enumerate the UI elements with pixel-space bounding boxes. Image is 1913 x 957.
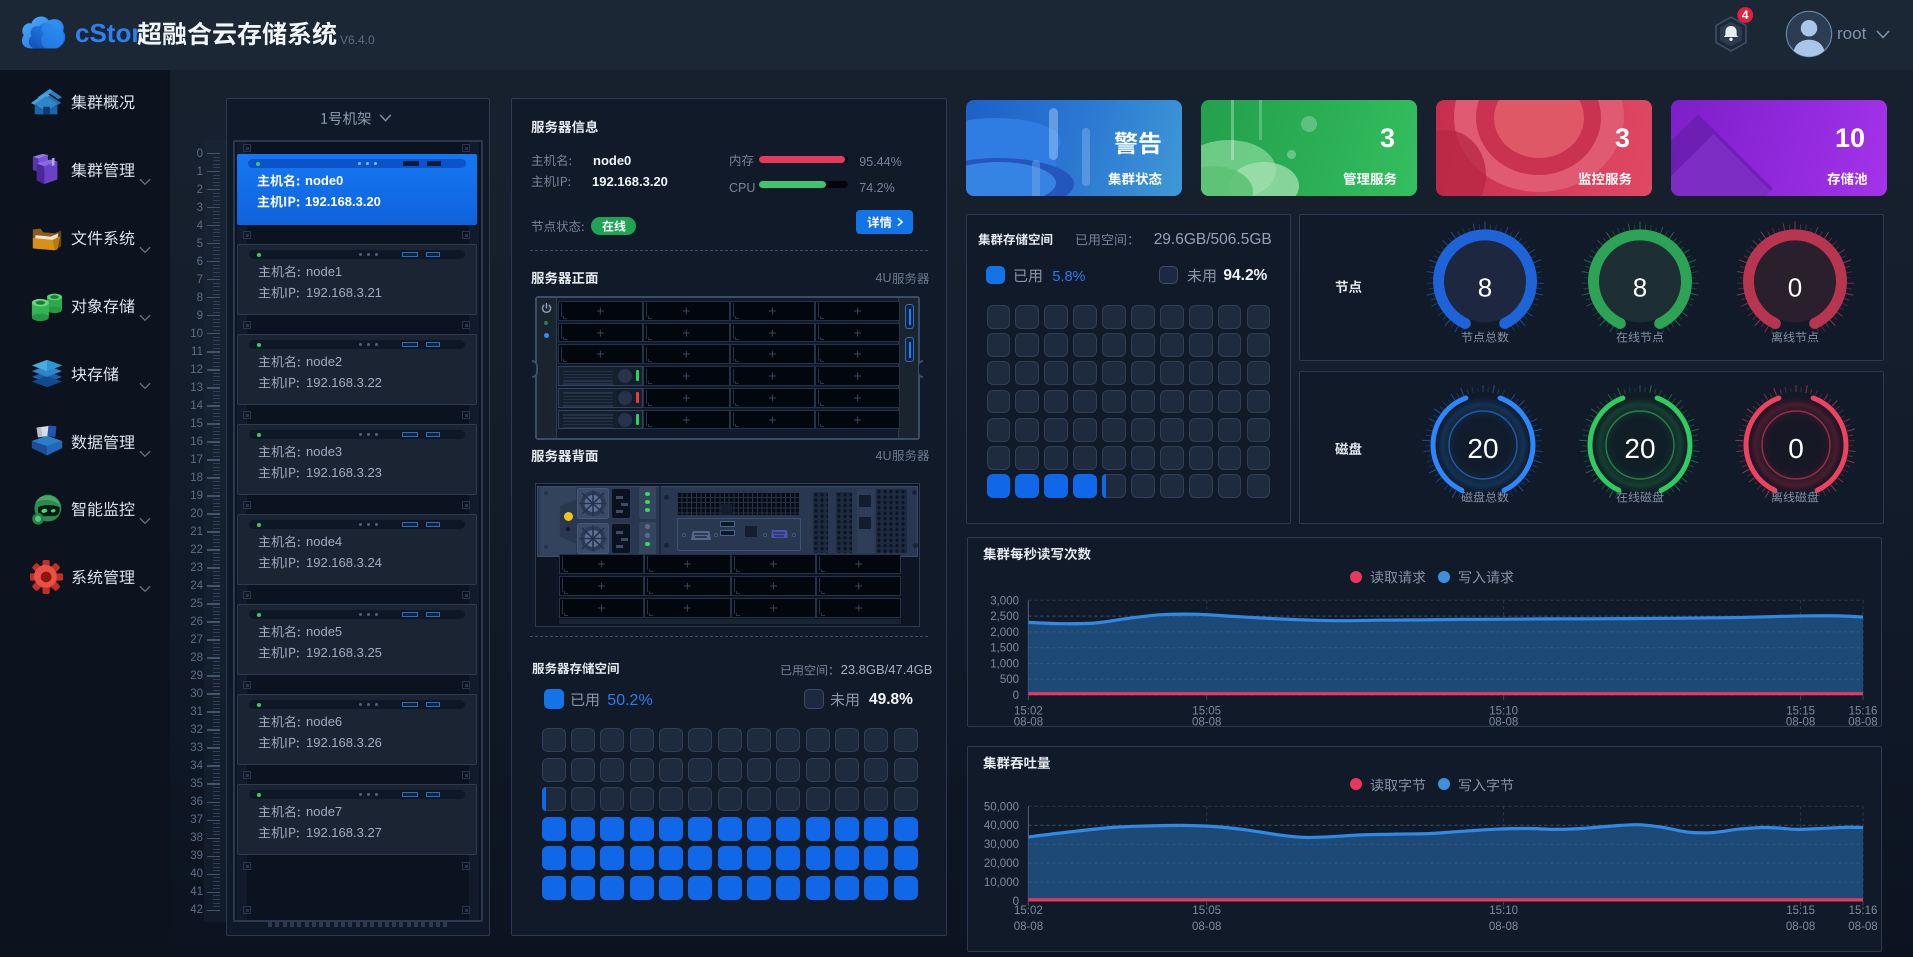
svg-text:08-08: 08-08	[1786, 921, 1815, 933]
svg-text:20: 20	[1467, 433, 1498, 464]
svg-text:10,000: 10,000	[984, 877, 1019, 889]
svg-text:2,500: 2,500	[990, 611, 1019, 623]
svg-text:15:02: 15:02	[1014, 706, 1043, 718]
svg-text:0: 0	[1788, 272, 1802, 302]
svg-text:20,000: 20,000	[984, 858, 1019, 870]
svg-text:0: 0	[1013, 690, 1019, 702]
svg-text:50,000: 50,000	[984, 801, 1019, 813]
svg-text:500: 500	[1000, 674, 1019, 686]
svg-text:15:16: 15:16	[1849, 706, 1878, 718]
svg-text:1,000: 1,000	[990, 658, 1019, 670]
svg-text:0: 0	[1788, 433, 1804, 464]
svg-text:0: 0	[1013, 896, 1019, 908]
svg-text:08-08: 08-08	[1848, 717, 1877, 729]
svg-text:4: 4	[1742, 8, 1749, 22]
svg-text:15:02: 15:02	[1014, 905, 1043, 917]
svg-text:15:16: 15:16	[1849, 905, 1878, 917]
svg-text:20: 20	[1624, 433, 1655, 464]
svg-text:1,500: 1,500	[990, 643, 1019, 655]
svg-text:15:10: 15:10	[1489, 905, 1518, 917]
svg-text:08-08: 08-08	[1192, 717, 1221, 729]
svg-text:15:05: 15:05	[1192, 706, 1221, 718]
svg-text:15:05: 15:05	[1192, 905, 1221, 917]
svg-text:8: 8	[1478, 272, 1492, 302]
svg-text:08-08: 08-08	[1192, 921, 1221, 933]
svg-text:08-08: 08-08	[1489, 717, 1518, 729]
svg-text:2,000: 2,000	[990, 627, 1019, 639]
svg-text:08-08: 08-08	[1014, 921, 1043, 933]
svg-text:08-08: 08-08	[1014, 717, 1043, 729]
svg-text:40,000: 40,000	[984, 820, 1019, 832]
svg-text:15:10: 15:10	[1489, 706, 1518, 718]
svg-text:15:15: 15:15	[1786, 706, 1815, 718]
svg-text:15:15: 15:15	[1786, 905, 1815, 917]
svg-text:08-08: 08-08	[1489, 921, 1518, 933]
svg-text:08-08: 08-08	[1848, 921, 1877, 933]
svg-text:08-08: 08-08	[1786, 717, 1815, 729]
svg-text:8: 8	[1633, 272, 1647, 302]
svg-text:30,000: 30,000	[984, 839, 1019, 851]
svg-text:3,000: 3,000	[990, 595, 1019, 607]
